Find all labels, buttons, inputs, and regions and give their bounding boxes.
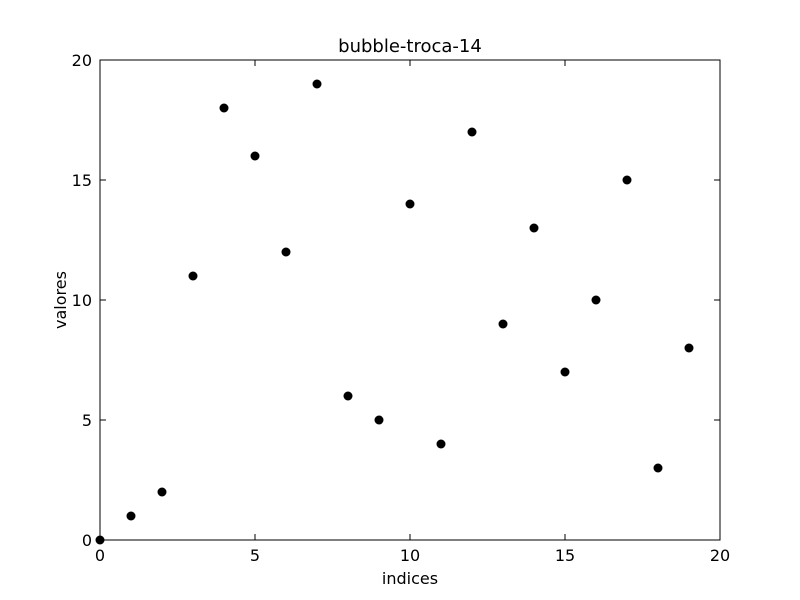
- data-point: [560, 367, 570, 377]
- data-point: [281, 247, 291, 257]
- data-point: [622, 175, 632, 185]
- data-point: [405, 199, 415, 209]
- data-points: [95, 79, 694, 545]
- chart-title: bubble-troca-14: [338, 36, 482, 57]
- y-tick-label: 10: [72, 291, 92, 310]
- x-tick-label: 0: [95, 546, 105, 565]
- data-point: [529, 223, 539, 233]
- data-point: [312, 79, 322, 89]
- data-point: [374, 415, 384, 425]
- data-point: [250, 151, 260, 161]
- data-point: [591, 295, 601, 305]
- x-tick-label: 10: [400, 546, 420, 565]
- data-point: [126, 511, 136, 521]
- x-tick-label: 20: [710, 546, 730, 565]
- plot-frame: [99, 59, 721, 541]
- data-point: [188, 271, 198, 281]
- y-tick-label: 5: [82, 411, 92, 430]
- data-point: [343, 391, 353, 401]
- data-point: [467, 127, 477, 137]
- data-point: [436, 439, 446, 449]
- y-axis-label: valores: [51, 271, 70, 329]
- x-tick-label: 15: [555, 546, 575, 565]
- data-point: [653, 463, 663, 473]
- axis-ticks: 0 5 10 15 20 0 5 10 15 20: [72, 51, 731, 565]
- y-tick-label: 0: [82, 531, 92, 550]
- y-tick-label: 15: [72, 171, 92, 190]
- x-tick-label: 5: [250, 546, 260, 565]
- x-axis-label: indices: [382, 569, 438, 588]
- plot-area: [99, 59, 721, 541]
- data-point: [95, 535, 105, 545]
- data-point: [684, 343, 694, 353]
- data-point: [157, 487, 167, 497]
- y-tick-label: 20: [72, 51, 92, 70]
- data-point: [498, 319, 508, 329]
- data-point: [219, 103, 229, 113]
